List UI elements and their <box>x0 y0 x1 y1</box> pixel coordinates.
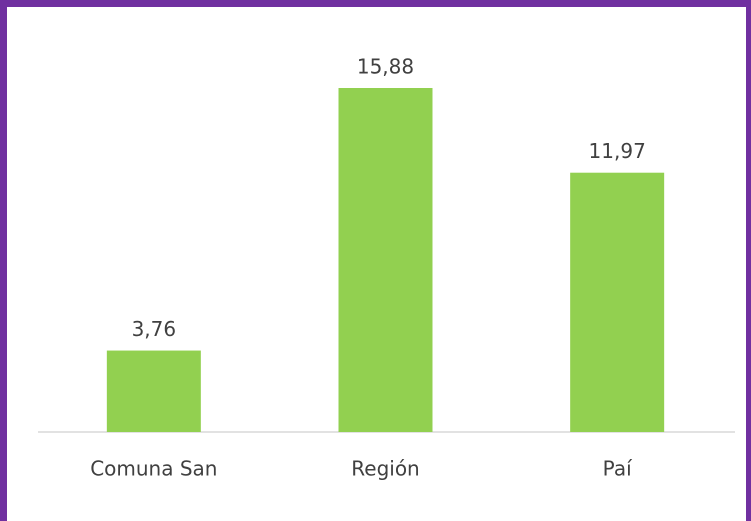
data-label: 11,97 <box>589 139 646 163</box>
frame-left <box>0 0 7 521</box>
bar <box>570 172 665 432</box>
x-tick-label: Paí <box>603 457 633 481</box>
x-tick-label: Región <box>351 457 419 481</box>
bar <box>338 88 433 432</box>
x-tick-label: Comuna San <box>90 457 217 481</box>
data-label: 3,76 <box>132 317 177 341</box>
bar <box>106 350 201 432</box>
frame-right <box>746 0 751 521</box>
data-label: 15,88 <box>357 55 414 79</box>
frame-top <box>0 0 751 7</box>
